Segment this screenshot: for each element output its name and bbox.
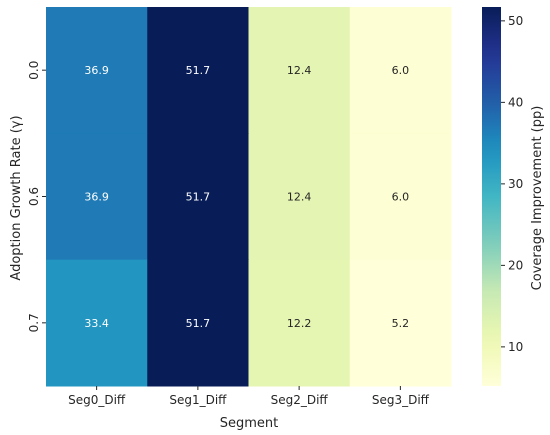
x-tick-label: Seg1_Diff: [169, 393, 227, 407]
x-tick-label: Seg2_Diff: [271, 393, 329, 407]
heatmap-cell: [349, 259, 452, 387]
cell-value-label: 5.2: [392, 317, 410, 330]
x-tick-label: Seg0_Diff: [68, 393, 126, 407]
colorbar: 10 20 30 40 50 Coverage Improvement (pp): [482, 7, 545, 386]
heatmap-cell: [46, 133, 148, 261]
colorbar-tick-label: 10: [508, 340, 523, 354]
colorbar-tick-label: 40: [508, 95, 523, 109]
x-tick-label: Seg3_Diff: [372, 393, 430, 407]
heatmap-cell: [248, 259, 351, 387]
cell-value-labels: 36.9 51.7 12.4 6.0 36.9 51.7 12.4 6.0 33.4 51.7 12…: [84, 64, 409, 330]
cell-value-label: 51.7: [186, 191, 211, 204]
y-tick-label: 0.0: [27, 61, 41, 80]
colorbar-tick-label: 20: [508, 258, 523, 272]
heatmap-cell: [147, 133, 249, 261]
heatmap-cell: [46, 7, 148, 134]
cell-value-label: 36.9: [84, 191, 109, 204]
y-axis-label: Adoption Growth Rate (γ): [9, 115, 24, 280]
y-tick-label: 0.6: [27, 187, 41, 206]
heatmap-cell: [349, 133, 452, 261]
heatmap-cells: [46, 7, 452, 387]
heatmap-cell: [248, 133, 351, 261]
cell-value-label: 51.7: [186, 64, 211, 77]
colorbar-label: Coverage Improvement (pp): [530, 106, 545, 291]
colorbar-tick-label: 50: [508, 14, 523, 28]
cell-value-label: 33.4: [84, 317, 109, 330]
colorbar-tick-label: 30: [508, 177, 523, 191]
x-axis-label: Segment: [220, 416, 279, 431]
heatmap-cell: [46, 259, 148, 387]
x-axis: Seg0_Diff Seg1_Diff Seg2_Diff Seg3_Diff: [68, 386, 430, 407]
colorbar-ticks: 10 20 30 40 50: [501, 14, 523, 354]
cell-value-label: 51.7: [186, 317, 211, 330]
y-axis: 0.0 0.6 0.7: [27, 61, 46, 332]
cell-value-label: 6.0: [392, 64, 410, 77]
heatmap-cell: [248, 7, 351, 134]
cell-value-label: 12.2: [287, 317, 312, 330]
heatmap-cell: [349, 7, 452, 134]
cell-value-label: 12.4: [287, 64, 312, 77]
cell-value-label: 36.9: [84, 64, 109, 77]
heatmap-cell: [147, 7, 249, 134]
cell-value-label: 6.0: [392, 191, 410, 204]
heatmap-cell: [147, 259, 249, 387]
y-tick-label: 0.7: [27, 313, 41, 332]
cell-value-label: 12.4: [287, 191, 312, 204]
colorbar-gradient: [482, 7, 501, 386]
